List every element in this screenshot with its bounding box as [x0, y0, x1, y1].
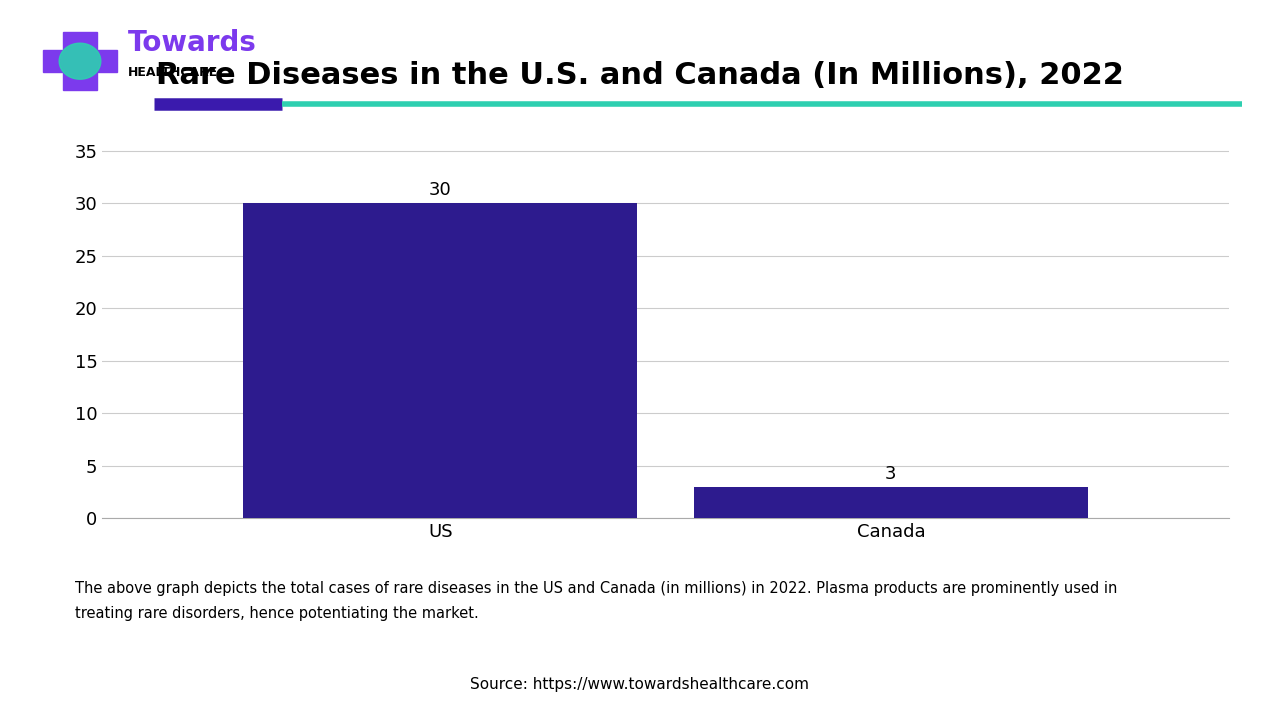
- Text: 30: 30: [429, 181, 452, 199]
- Text: Source: https://www.towardshealthcare.com: Source: https://www.towardshealthcare.co…: [471, 677, 809, 691]
- Polygon shape: [59, 43, 101, 79]
- Text: HEALTHCARE: HEALTHCARE: [128, 66, 219, 78]
- Text: The above graph depicts the total cases of rare diseases in the US and Canada (i: The above graph depicts the total cases …: [74, 582, 1117, 621]
- Text: Towards: Towards: [128, 30, 257, 57]
- Bar: [694, 487, 1088, 518]
- Bar: [42, 50, 118, 72]
- Text: 3: 3: [886, 464, 896, 482]
- Bar: [64, 32, 97, 90]
- Bar: [243, 203, 637, 518]
- Text: Rare Diseases in the U.S. and Canada (In Millions), 2022: Rare Diseases in the U.S. and Canada (In…: [156, 61, 1124, 90]
